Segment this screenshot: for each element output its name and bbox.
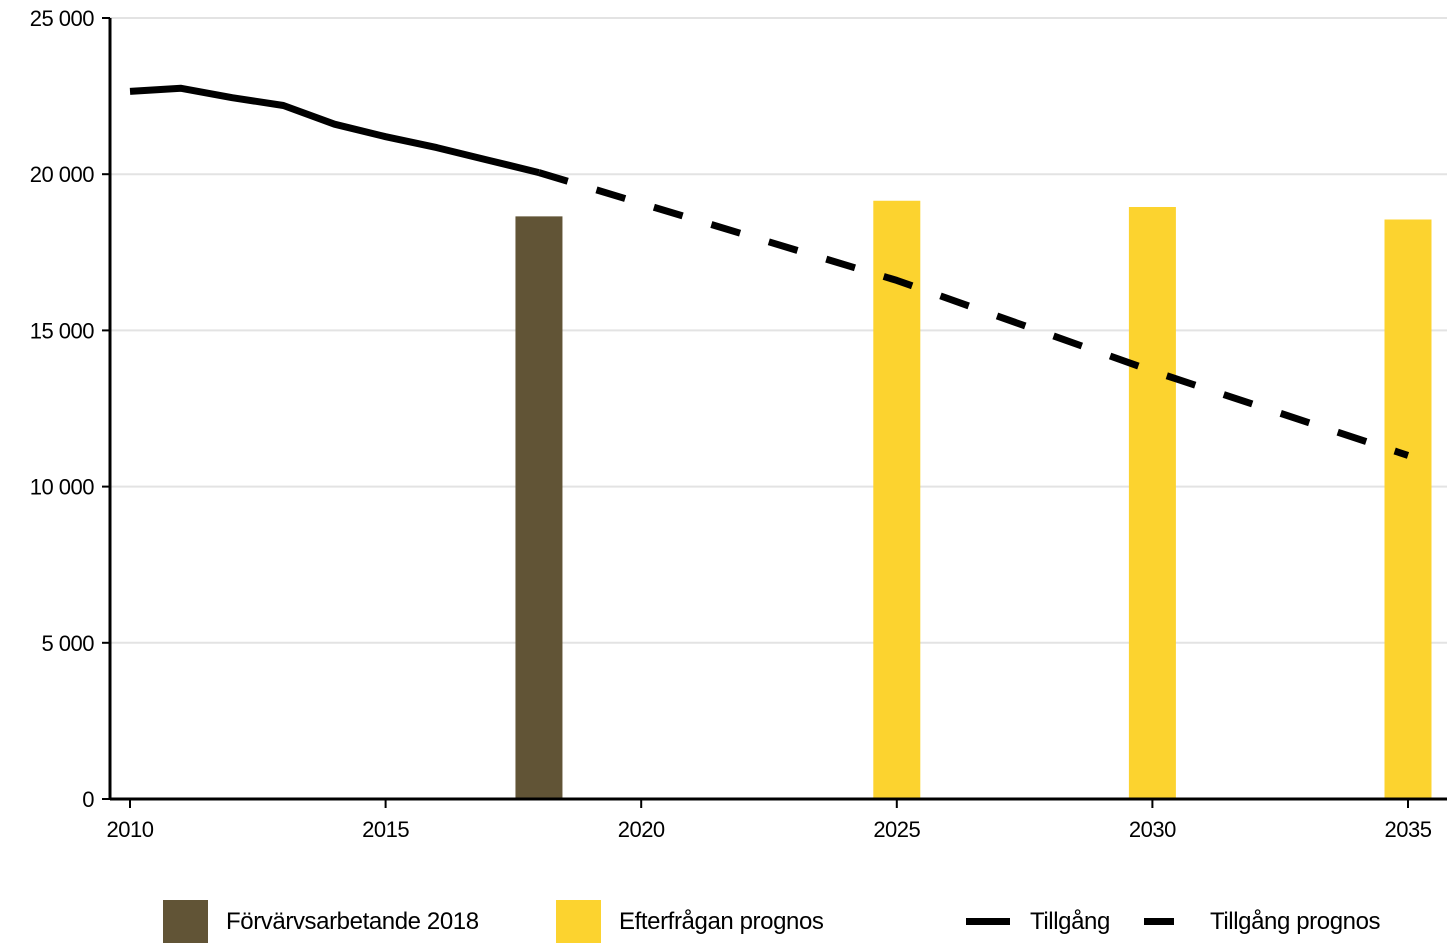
legend-swatch-efterfragan: [556, 900, 601, 943]
legend-item-tillgang-prognos: Tillgång prognos: [1144, 898, 1381, 945]
gridlines: [110, 17, 1447, 644]
line-tillgang-prognos: [537, 169, 1410, 459]
y-tick-label-10000: 10 000: [30, 475, 95, 500]
chart: 0 5 000 10 000 15 000 20 000 25 000 2010 2015 20…: [30, 6, 1447, 842]
x-tick-label-2025: 2025: [873, 817, 920, 842]
lines: [129, 84, 1410, 459]
x-tick-label-2035: 2035: [1385, 817, 1432, 842]
line-tillgang: [129, 84, 540, 177]
legend-swatch-tillgang-prognos: [1144, 918, 1174, 925]
legend-item-tillgang: Tillgång: [966, 898, 1110, 945]
legend-item-forvarvsarbetande: Förvärvsarbetande 2018: [163, 898, 479, 945]
legend-label-efterfragan: Efterfrågan prognos: [619, 907, 824, 935]
bar-2035: [1384, 219, 1432, 800]
x-tick-label-2015: 2015: [362, 817, 409, 842]
x-tick-label-2010: 2010: [107, 817, 154, 842]
legend-label-tillgang: Tillgång: [1030, 907, 1110, 935]
y-tick-label-25000: 25 000: [30, 6, 95, 31]
tick-labels: 0 5 000 10 000 15 000 20 000 25 000 2010 2015 20…: [30, 6, 1433, 842]
y-tick-label-20000: 20 000: [30, 162, 95, 187]
x-tick-label-2030: 2030: [1129, 817, 1176, 842]
bar-2025: [873, 200, 921, 799]
bar-2018: [515, 216, 563, 799]
bar-2030: [1128, 207, 1176, 799]
y-tick-label-15000: 15 000: [30, 318, 95, 343]
x-tick-label-2020: 2020: [618, 817, 665, 842]
legend-item-efterfragan: Efterfrågan prognos: [556, 898, 824, 945]
legend-swatch-tillgang: [966, 918, 1010, 925]
y-tick-label-0: 0: [82, 787, 94, 812]
legend-label-forvarvsarbetande: Förvärvsarbetande 2018: [226, 907, 479, 935]
axes: [102, 17, 1447, 808]
legend: Förvärvsarbetande 2018 Efterfrågan progn…: [0, 898, 1447, 945]
legend-swatch-forvarvsarbetande: [163, 900, 208, 943]
legend-label-tillgang-prognos: Tillgång prognos: [1210, 907, 1381, 935]
bars: [515, 200, 1432, 800]
y-tick-label-5000: 5 000: [41, 631, 94, 656]
